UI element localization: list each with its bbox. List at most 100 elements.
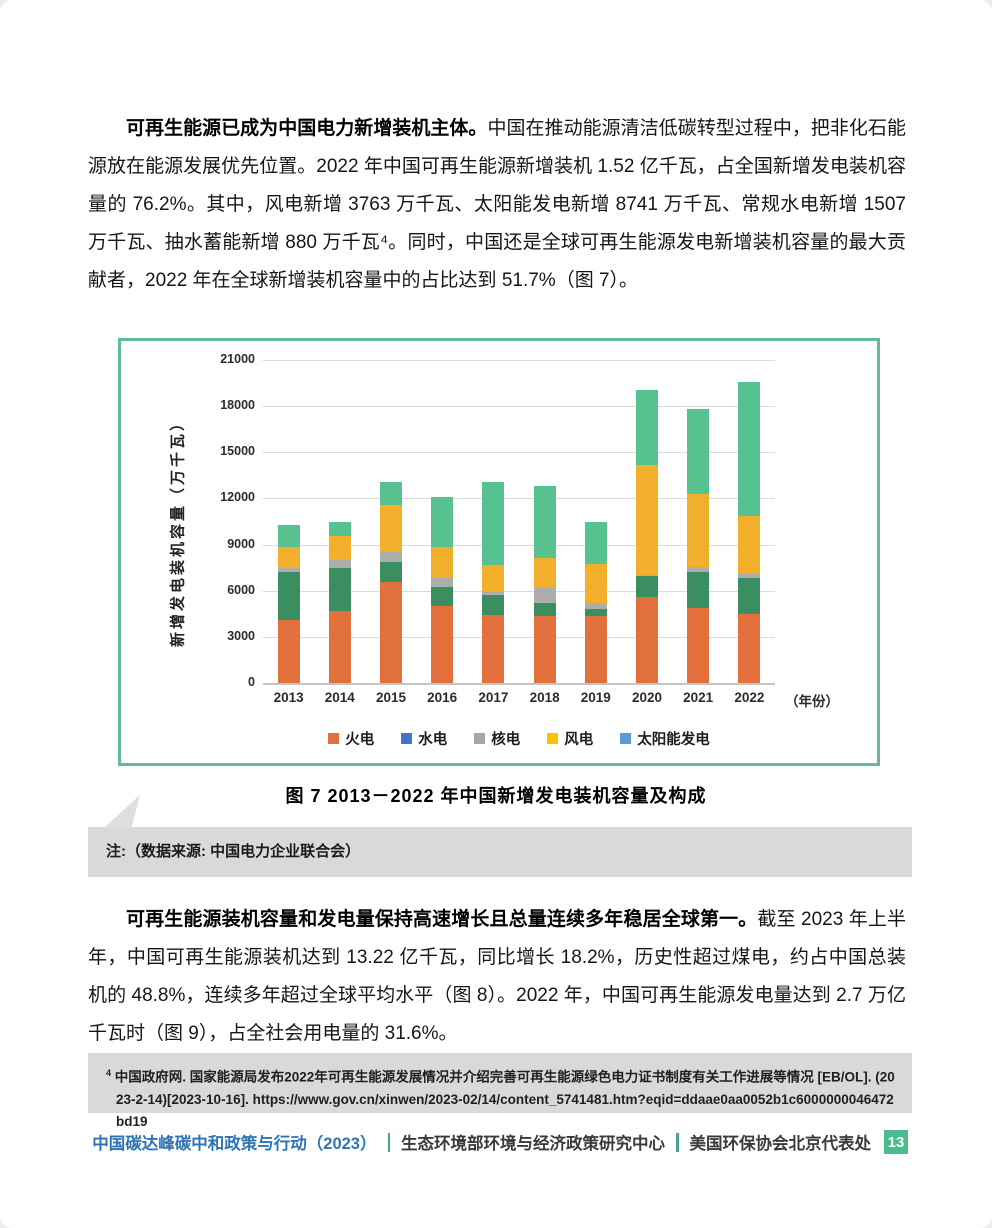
gridline-3000 <box>263 636 775 638</box>
bar-segment-风电-2018 <box>533 557 556 589</box>
gridline-0 <box>263 683 775 685</box>
paragraph2-lead-bold: 可再生能源装机容量和发电量保持高速增长且总量连续多年稳居全球第一。 <box>126 909 758 930</box>
y-tick-6000: 6000 <box>227 582 255 597</box>
legend-swatch-核电 <box>474 733 486 744</box>
gridline-9000 <box>263 544 775 546</box>
bar-segment-火电-2022 <box>738 614 761 683</box>
page-footer: 中国碳达峰碳中和政策与行动（2023） 生态环境部环境与经济政策研究中心 美国环… <box>92 1129 908 1155</box>
bar-segment-太阳能发电-2020 <box>636 390 658 465</box>
gridline-18000 <box>263 406 775 408</box>
bar-segment-风电-2020 <box>636 464 658 575</box>
footer-org-policy-center: 生态环境部环境与经济政策研究中心 <box>401 1135 665 1153</box>
bar-segment-火电-2020 <box>636 596 658 683</box>
legend-swatch-太阳能发电 <box>620 733 632 744</box>
chart-legend: 火电 水电 核电 风电 太阳能发电 <box>263 728 775 749</box>
x-tick-2019: 2019 <box>580 690 611 705</box>
bar-segment-核电-2021 <box>687 566 710 573</box>
bar-segment-风电-2015 <box>380 504 402 553</box>
bar-segment-水电-2013 <box>277 572 300 620</box>
figure7-caption: 图 7 2013－2022 年中国新增发电装机容量及构成 <box>285 786 707 806</box>
y-tick-18000: 18000 <box>220 398 255 413</box>
bar-segment-火电-2013 <box>277 619 300 683</box>
bar-segment-核电-2020 <box>636 574 658 577</box>
bar-segment-水电-2021 <box>687 572 710 608</box>
bar-segment-核电-2016 <box>431 577 454 587</box>
legend-swatch-水电 <box>401 733 413 744</box>
bar-segment-太阳能发电-2019 <box>584 521 607 564</box>
paragraph2-body: 截至 2023 年上半年，中国可再生能源装机达到 13.22 亿千瓦，同比增长 … <box>88 909 906 1044</box>
bar-segment-核电-2022 <box>738 574 761 578</box>
x-tick-2014: 2014 <box>324 690 355 705</box>
bar-segment-风电-2021 <box>687 493 710 567</box>
bar-segment-核电-2015 <box>380 552 402 562</box>
x-tick-2022: 2022 <box>734 690 765 705</box>
footnote-marker: 4 <box>106 1068 112 1078</box>
y-tick-9000: 9000 <box>227 536 255 551</box>
bar-segment-核电-2019 <box>584 603 607 610</box>
bar-segment-风电-2022 <box>738 516 761 575</box>
bar-segment-核电-2014 <box>328 559 351 569</box>
y-tick-15000: 15000 <box>220 444 255 459</box>
bar-segment-火电-2019 <box>584 616 607 683</box>
legend-swatch-火电 <box>328 733 340 744</box>
bar-segment-太阳能发电-2022 <box>738 381 761 517</box>
y-tick-21000: 21000 <box>220 352 255 366</box>
x-tick-2020: 2020 <box>631 690 662 705</box>
y-tick-12000: 12000 <box>220 490 255 505</box>
x-axis-unit-label: （年份） <box>785 694 839 709</box>
footnote-band: 4 中国政府网. 国家能源局发布2022年可再生能源发展情况并介绍完善可再生能源… <box>88 1053 912 1129</box>
legend-label-太阳能发电: 太阳能发电 <box>637 732 710 748</box>
gridline-6000 <box>263 590 775 592</box>
bar-segment-水电-2018 <box>533 603 556 617</box>
legend-swatch-风电 <box>547 733 559 744</box>
bar-segment-风电-2019 <box>584 563 607 604</box>
x-tick-2016: 2016 <box>427 690 458 705</box>
chart-plot-area: 0 3000 6000 9000 12000 15000 18000 21000 2013 201… <box>220 352 839 709</box>
paragraph1-lead-bold: 可再生能源已成为中国电力新增装机主体。 <box>126 118 488 139</box>
gridline-15000 <box>263 452 775 454</box>
paragraph-renewables-new-capacity: 可再生能源已成为中国电力新增装机主体。中国在推动能源清洁低碳转型过程中，把非化石… <box>88 110 906 300</box>
bar-segment-太阳能发电-2016 <box>431 496 454 547</box>
bar-segment-水电-2022 <box>738 577 761 615</box>
legend-label-水电: 水电 <box>418 732 448 748</box>
bar-segment-水电-2019 <box>584 609 607 617</box>
x-tick-2015: 2015 <box>375 690 406 705</box>
footer-separator-2 <box>676 1132 679 1152</box>
note-text: 注:（数据来源: 中国电力企业联合会） <box>106 843 361 860</box>
page-number-badge: 13 <box>884 1130 908 1154</box>
footnote-text: 4 中国政府网. 国家能源局发布2022年可再生能源发展情况并介绍完善可再生能源… <box>106 1062 896 1133</box>
legend-item-风电: 风电 <box>547 728 593 749</box>
legend-label-火电: 火电 <box>345 732 375 748</box>
x-tick-2017: 2017 <box>478 690 509 705</box>
bar-segment-核电-2018 <box>533 588 556 604</box>
footer-org-edf-beijing: 美国环保协会北京代表处 <box>689 1135 872 1153</box>
legend-item-太阳能发电: 太阳能发电 <box>620 728 710 749</box>
bar-segment-核电-2013 <box>277 568 300 573</box>
figure7-chart: 新增发电装机容量（万千瓦） 0 3000 6000 9000 12000 15000 180… <box>118 338 880 766</box>
bar-segment-火电-2017 <box>482 615 505 683</box>
legend-label-核电: 核电 <box>491 732 521 748</box>
footer-separator-1 <box>387 1132 390 1152</box>
bar-segment-太阳能发电-2013 <box>277 524 300 547</box>
bar-segment-太阳能发电-2015 <box>380 481 402 505</box>
bar-segment-风电-2014 <box>328 536 351 560</box>
bar-segment-风电-2017 <box>482 565 505 593</box>
footer-report-title: 中国碳达峰碳中和政策与行动（2023） <box>92 1135 377 1153</box>
bar-segment-火电-2015 <box>380 581 402 683</box>
bar-segment-太阳能发电-2014 <box>328 521 351 537</box>
bar-segment-火电-2018 <box>533 616 556 683</box>
y-axis-label: 新增发电装机容量（万千瓦） <box>169 412 187 648</box>
legend-item-水电: 水电 <box>401 728 447 749</box>
paragraph1-body: 中国在推动能源清洁低碳转型过程中，把非化石能源放在能源发展优先位置。2022 年… <box>88 118 906 291</box>
footnote-citation: 中国政府网. 国家能源局发布2022年可再生能源发展情况并介绍完善可再生能源绿色… <box>111 1069 895 1129</box>
x-tick-2013: 2013 <box>273 690 304 705</box>
bar-segment-水电-2014 <box>328 568 351 612</box>
legend-item-火电: 火电 <box>328 728 374 749</box>
bar-segment-太阳能发电-2021 <box>687 409 710 494</box>
gridline-12000 <box>263 498 775 500</box>
bar-segment-火电-2021 <box>687 607 710 683</box>
paragraph-renewables-growth: 可再生能源装机容量和发电量保持高速增长且总量连续多年稳居全球第一。截至 2023… <box>88 901 906 1053</box>
gridline-21000 <box>263 360 775 361</box>
bar-segment-水电-2020 <box>636 576 658 597</box>
